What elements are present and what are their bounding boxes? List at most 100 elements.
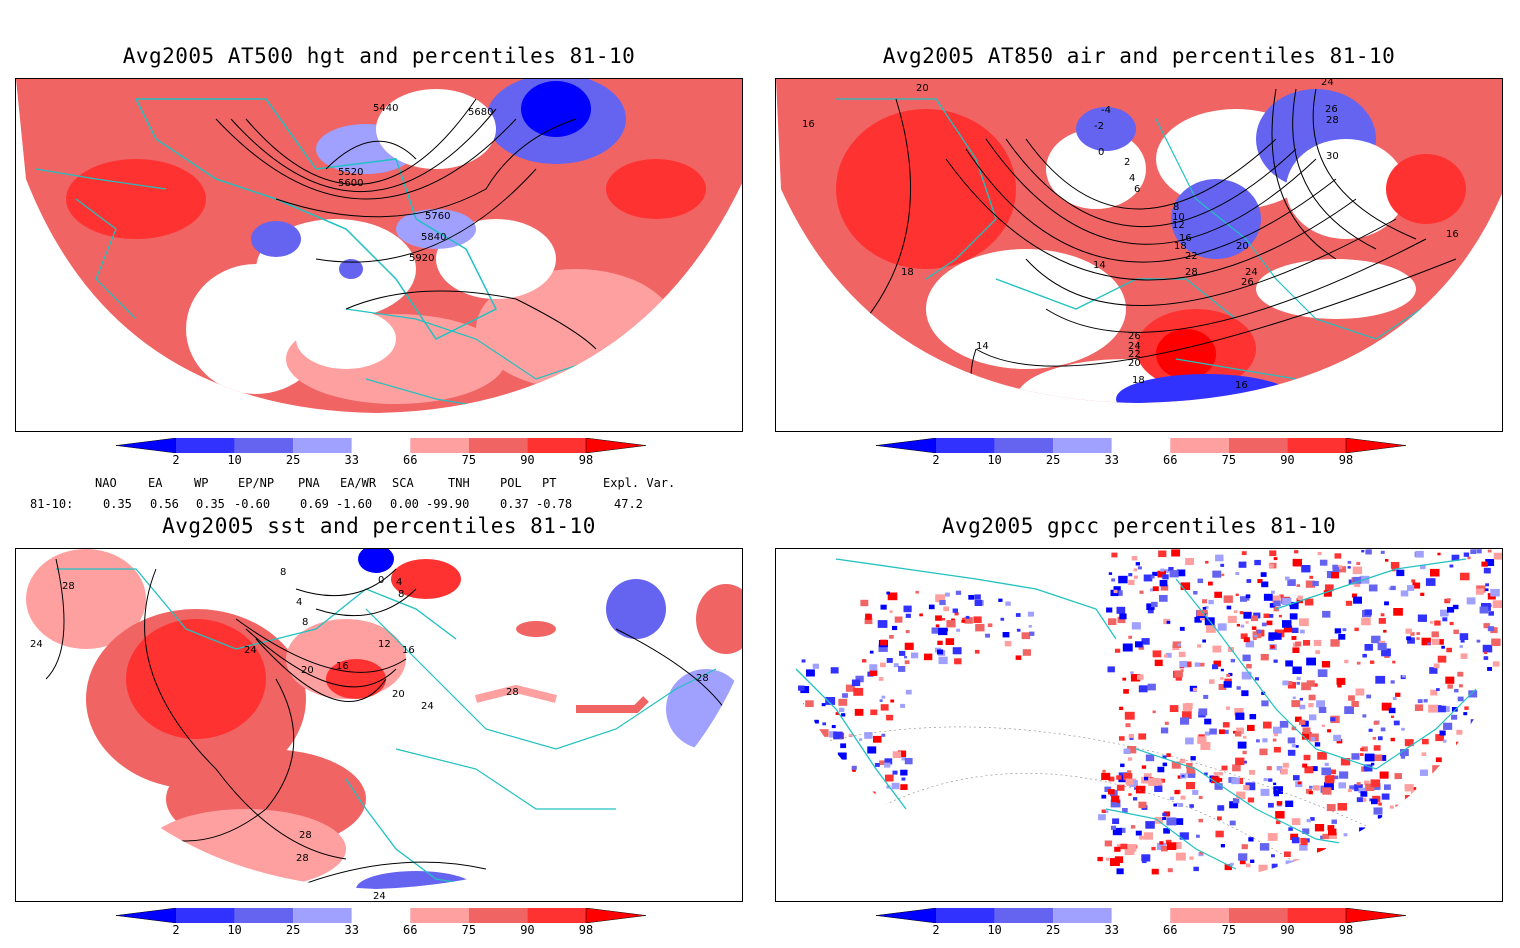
- map-panel-sst: 28 24 8 0 4 8 4 8 12 24 20 16 16 20 28 2…: [15, 548, 743, 902]
- contour-label: 18: [1132, 375, 1145, 386]
- precip-cell: [1289, 613, 1298, 620]
- precip-cell: [1490, 588, 1500, 597]
- precip-cell: [880, 604, 887, 610]
- precip-cell: [1151, 868, 1159, 875]
- precip-cell: [1400, 590, 1409, 597]
- colorbar-segment: [936, 438, 995, 453]
- precip-cell: [1221, 573, 1225, 577]
- precip-cell: [1243, 612, 1252, 619]
- colorbar-tick-label: 10: [227, 453, 242, 467]
- precip-cell: [1458, 684, 1463, 688]
- precip-cell: [851, 679, 861, 687]
- precip-cell: [1362, 653, 1367, 658]
- precip-cell: [867, 746, 877, 754]
- contour-label: 26: [1325, 104, 1338, 115]
- precip-cell: [806, 669, 815, 677]
- precip-cell: [1339, 771, 1349, 779]
- contour-label: 30: [1326, 151, 1339, 162]
- colorbar-segment: [468, 438, 528, 453]
- precip-cell: [1347, 788, 1352, 793]
- precip-cell: [904, 758, 913, 765]
- contour-label: 28: [696, 673, 709, 684]
- colorbar-segment: [1345, 438, 1406, 453]
- precip-cell: [955, 590, 962, 595]
- precip-cell: [1206, 625, 1216, 633]
- precip-cell: [1365, 783, 1375, 791]
- precip-cell: [1208, 599, 1214, 605]
- precip-cell: [1178, 803, 1184, 807]
- precip-cell: [1360, 791, 1368, 797]
- precip-cell: [1399, 827, 1405, 832]
- precip-cell: [1396, 837, 1401, 842]
- precip-cell: [1252, 626, 1257, 630]
- precip-cell: [1133, 575, 1138, 579]
- colorbar-tick-label: 90: [1280, 923, 1295, 937]
- precip-cell: [1160, 568, 1165, 572]
- precip-cell: [1466, 597, 1476, 605]
- contour-label: 16: [1235, 380, 1248, 391]
- contour-label: 24: [244, 645, 257, 656]
- precip-cell: [1317, 669, 1328, 677]
- precip-cell: [1435, 734, 1444, 742]
- contour-label: 5920: [409, 253, 434, 264]
- precip-cell: [1145, 754, 1155, 762]
- precip-cell: [1212, 570, 1222, 578]
- contour-label: 5680: [468, 107, 493, 118]
- precip-cell: [1245, 863, 1251, 868]
- contour-label: 24: [30, 639, 43, 650]
- contour-label: 12: [378, 639, 391, 650]
- colorbar-tick-label: 10: [987, 453, 1002, 467]
- precip-cell: [1373, 745, 1381, 751]
- index-header-explvar: Expl. Var.: [603, 476, 676, 490]
- precip-cell: [1253, 634, 1258, 638]
- precip-cell: [1288, 827, 1293, 831]
- precip-cell: [1361, 746, 1368, 752]
- precip-cell: [944, 592, 950, 597]
- precip-cell: [833, 731, 843, 740]
- precip-cell: [1128, 573, 1133, 577]
- precip-cell: [1359, 827, 1366, 833]
- precip-cell: [1273, 782, 1277, 786]
- precip-cell: [1135, 562, 1140, 566]
- precip-cell: [1337, 684, 1342, 688]
- precip-cell: [985, 633, 990, 638]
- precip-cell: [1363, 851, 1368, 855]
- precip-cell: [1163, 828, 1170, 834]
- precip-cell: [1135, 641, 1143, 648]
- precip-cell: [1167, 868, 1173, 873]
- index-header-wp: WP: [194, 476, 209, 490]
- precip-cell: [1223, 729, 1229, 734]
- precip-cell: [1125, 778, 1134, 785]
- precip-cell: [1336, 738, 1343, 744]
- precip-cell: [938, 627, 948, 636]
- precip-cell: [1171, 761, 1181, 769]
- precip-cell: [836, 761, 843, 767]
- precip-cell: [1294, 550, 1299, 554]
- precip-cell: [1365, 549, 1372, 555]
- precip-cell: [1184, 661, 1192, 668]
- index-header-sca: SCA: [392, 476, 414, 490]
- precip-cell: [1323, 590, 1332, 597]
- precip-cell: [1282, 620, 1292, 628]
- precip-cell: [1388, 853, 1394, 858]
- precip-cell: [796, 742, 804, 749]
- precip-cell: [946, 620, 956, 628]
- precip-cell: [1316, 700, 1325, 708]
- precip-cell: [1129, 780, 1138, 787]
- precip-cell: [1241, 690, 1249, 697]
- precip-cell: [1154, 785, 1163, 792]
- colorbar-segment: [176, 908, 235, 923]
- precip-cell: [1311, 766, 1318, 772]
- precip-cell: [1361, 797, 1367, 802]
- precip-cell: [1401, 727, 1405, 731]
- precip-cell: [1309, 575, 1314, 579]
- colorbar-tick-label: 90: [520, 923, 535, 937]
- precip-cell: [831, 725, 836, 729]
- precip-cell: [1292, 666, 1302, 674]
- precip-cell: [1342, 628, 1347, 632]
- precip-cell: [1239, 611, 1244, 615]
- precip-cell: [1165, 652, 1172, 658]
- precip-cell: [1481, 561, 1488, 567]
- precip-cell: [1453, 629, 1459, 634]
- precip-cell: [1257, 579, 1263, 584]
